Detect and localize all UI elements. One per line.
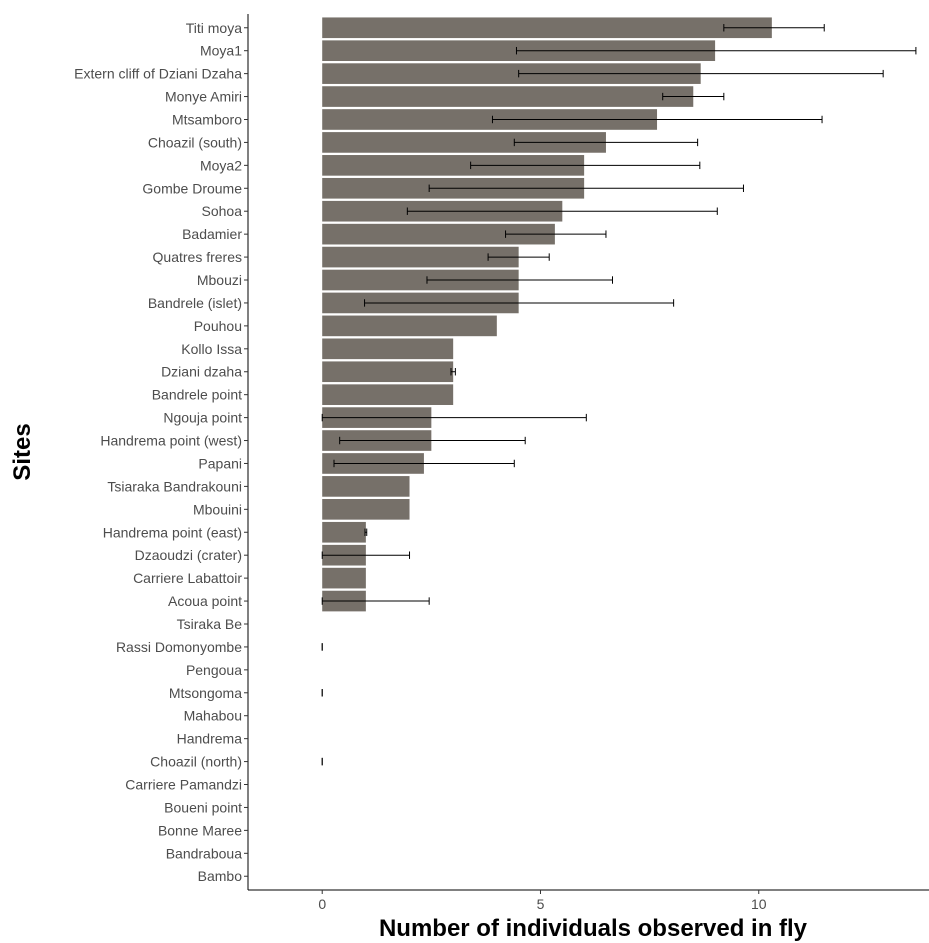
bar xyxy=(322,338,454,360)
error-bar xyxy=(505,230,607,238)
bar xyxy=(322,269,519,291)
error-bar xyxy=(723,24,825,32)
bar xyxy=(322,384,454,405)
y-tick-label: Badamier xyxy=(182,226,242,242)
y-tick-label: Titi moya xyxy=(186,20,242,36)
y-tick-label: Pouhou xyxy=(194,318,242,334)
y-tick-label: Choazil (north) xyxy=(150,754,242,770)
y-tick-label: Mtsongoma xyxy=(169,685,242,701)
y-tick-label: Bandrele (islet) xyxy=(148,295,242,311)
error-bar xyxy=(662,92,725,101)
y-tick-label: Tsiraka Be xyxy=(177,616,243,632)
x-tick-label: 10 xyxy=(751,896,767,912)
error-bar xyxy=(428,184,744,192)
y-tick-label: Bambo xyxy=(198,868,243,884)
y-tick-label: Quatres freres xyxy=(153,249,242,265)
x-axis-title: Number of individuals observed in fly xyxy=(379,915,808,942)
y-tick-label: Dzaoudzi (crater) xyxy=(135,547,242,563)
bar xyxy=(322,109,658,130)
bar xyxy=(322,315,497,337)
y-tick-label: Sohoa xyxy=(202,203,243,219)
error-bar xyxy=(333,459,515,468)
bar xyxy=(322,155,585,176)
bar xyxy=(322,521,366,543)
bar xyxy=(322,63,701,84)
y-tick-label: Bonne Maree xyxy=(158,822,242,838)
x-tick-label: 5 xyxy=(537,896,545,912)
x-tick-label: 0 xyxy=(318,896,326,912)
error-bar xyxy=(339,436,526,445)
bar xyxy=(322,499,410,520)
y-tick-label: Mbouini xyxy=(193,501,242,517)
bar xyxy=(322,246,519,268)
y-tick-label: Mahabou xyxy=(184,708,242,724)
x-axis: 0 5 10 xyxy=(248,889,929,912)
y-tick-label: Handrema point (west) xyxy=(100,433,242,449)
bar xyxy=(322,86,694,107)
error-bar xyxy=(406,207,718,215)
y-axis-title: Sites xyxy=(9,423,36,480)
y-tick-label: Pengoua xyxy=(186,662,242,678)
error-bar xyxy=(487,253,550,261)
y-tick-label: Handrema point (east) xyxy=(103,524,242,540)
error-bar xyxy=(321,597,430,605)
y-tick-label: Bandraboua xyxy=(166,845,243,861)
y-tick-label: Rassi Domonyombe xyxy=(116,639,242,655)
error-bar xyxy=(518,69,884,78)
y-tick-label: Mtsamboro xyxy=(172,111,242,127)
y-tick-label: Ngouja point xyxy=(163,410,242,426)
y-axis: Titi moya Moya1 Extern cliff of Dziani Dza… xyxy=(74,14,249,890)
bar xyxy=(322,476,410,497)
y-tick-label: Tsiaraka Bandrakouni xyxy=(107,478,242,494)
y-tick-label: Acoua point xyxy=(168,593,242,609)
error-bar xyxy=(321,413,587,422)
y-tick-label: Extern cliff of Dziani Dzaha xyxy=(74,66,242,82)
error-bar xyxy=(515,46,917,55)
error-bar xyxy=(470,161,701,170)
y-tick-label: Boueni point xyxy=(164,799,242,815)
y-tick-label: Dziani dzaha xyxy=(161,364,242,380)
error-bar xyxy=(321,551,411,559)
y-tick-label: Bandrele point xyxy=(152,387,242,403)
bar xyxy=(322,17,772,39)
error-bar xyxy=(426,276,614,284)
y-tick-label: Carriere Labattoir xyxy=(133,570,242,586)
y-tick-label: Carriere Pamandzi xyxy=(125,777,242,793)
error-bar xyxy=(513,138,699,147)
error-bar xyxy=(491,115,823,124)
y-tick-label: Moya1 xyxy=(200,43,242,59)
error-bars-layer xyxy=(321,24,917,766)
y-tick-label: Moya2 xyxy=(200,157,242,173)
bars-layer xyxy=(322,17,772,612)
y-tick-label: Kollo Issa xyxy=(181,341,242,357)
y-tick-label: Gombe Droume xyxy=(142,180,242,196)
error-bar xyxy=(364,299,675,307)
bar xyxy=(322,361,454,383)
bar xyxy=(322,567,366,589)
bar xyxy=(322,132,606,153)
y-tick-label: Handrema xyxy=(177,731,243,747)
error-bar xyxy=(450,368,456,376)
y-tick-label: Papani xyxy=(198,455,242,471)
y-tick-label: Choazil (south) xyxy=(148,134,242,150)
error-bar xyxy=(364,528,368,536)
y-tick-label: Monye Amiri xyxy=(165,89,242,105)
bar xyxy=(322,223,555,245)
y-tick-label: Mbouzi xyxy=(197,272,242,288)
